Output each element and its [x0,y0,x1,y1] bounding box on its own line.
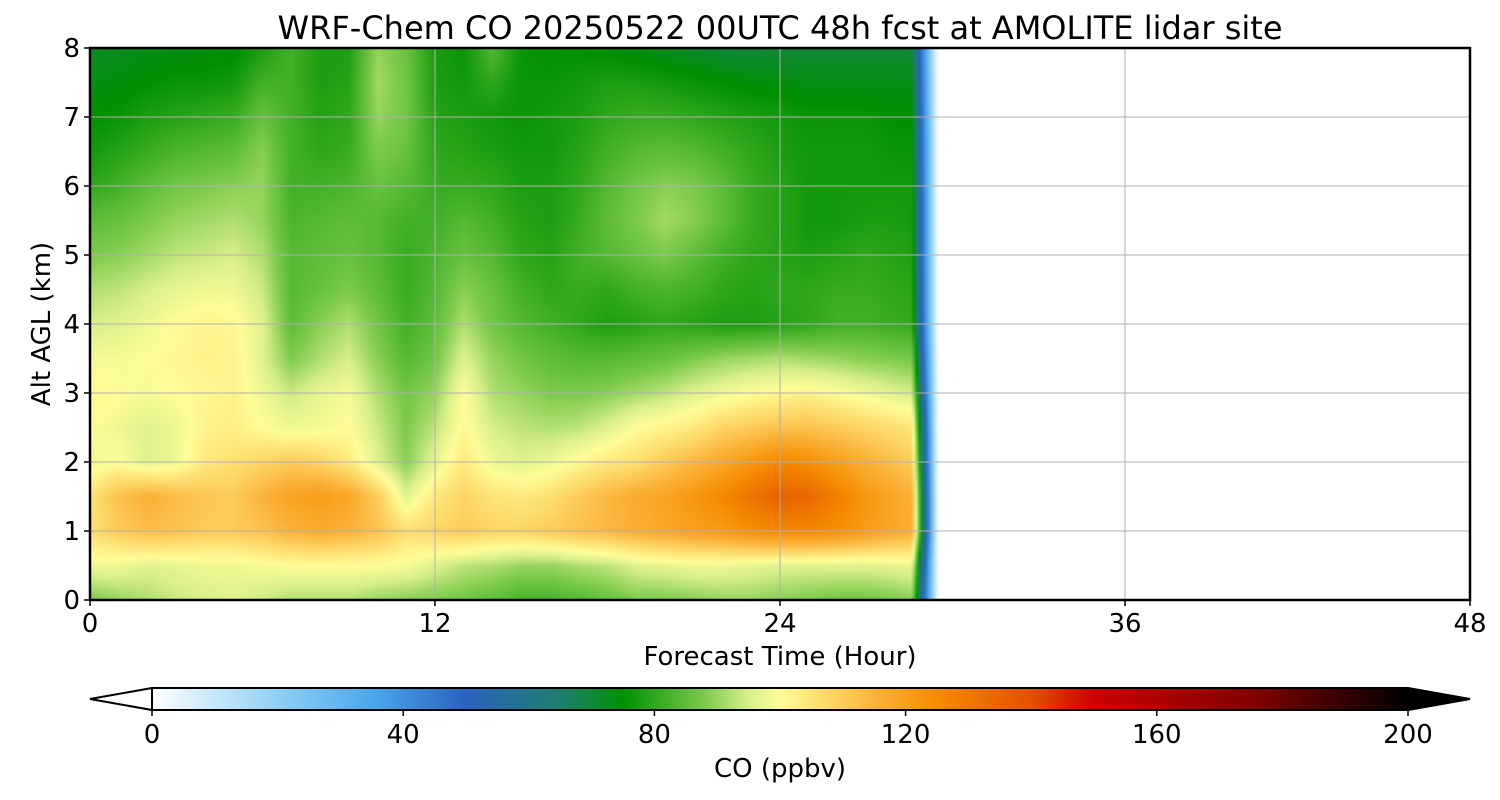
x-tick-label: 36 [1108,609,1141,639]
colorbar-tick-label: 200 [1383,720,1433,750]
x-tick-label: 24 [763,609,796,639]
chart-title: WRF-Chem CO 20250522 00UTC 48h fcst at A… [277,9,1282,47]
colorbar-tick-label: 80 [638,720,671,750]
colorbar-tick-label: 40 [387,720,420,750]
y-tick-label: 5 [63,241,80,271]
y-tick-label: 3 [63,379,80,409]
y-tick-label: 2 [63,448,80,478]
colorbar-tick-label: 160 [1132,720,1182,750]
y-axis-label: Alt AGL (km) [27,242,57,406]
x-tick-label: 12 [418,609,451,639]
y-tick-label: 1 [63,517,80,547]
y-tick-label: 4 [63,310,80,340]
y-tick-label: 7 [63,103,80,133]
colorbar-tick-label: 0 [144,720,161,750]
colorbar-label: CO (ppbv) [714,754,846,784]
y-tick-label: 8 [63,34,80,64]
x-axis-label: Forecast Time (Hour) [643,642,916,672]
y-axis: 0 1 2 3 4 5 6 7 8 [63,34,90,616]
x-tick-label: 0 [82,609,99,639]
colorbar-bar [151,687,1409,711]
colorbar-extend-low [89,686,153,712]
x-tick-label: 48 [1453,609,1486,639]
y-tick-label: 6 [63,172,80,202]
grid-lines [90,48,1470,600]
x-axis: 0 12 24 36 48 [82,600,1487,639]
y-tick-label: 0 [63,586,80,616]
colorbar-ticks: 0 40 80 120 160 200 [144,710,1433,750]
colorbar: 0 40 80 120 160 200 CO (ppbv) [89,686,1471,784]
colorbar-tick-label: 120 [881,720,931,750]
colorbar-extend-high [1407,686,1471,712]
